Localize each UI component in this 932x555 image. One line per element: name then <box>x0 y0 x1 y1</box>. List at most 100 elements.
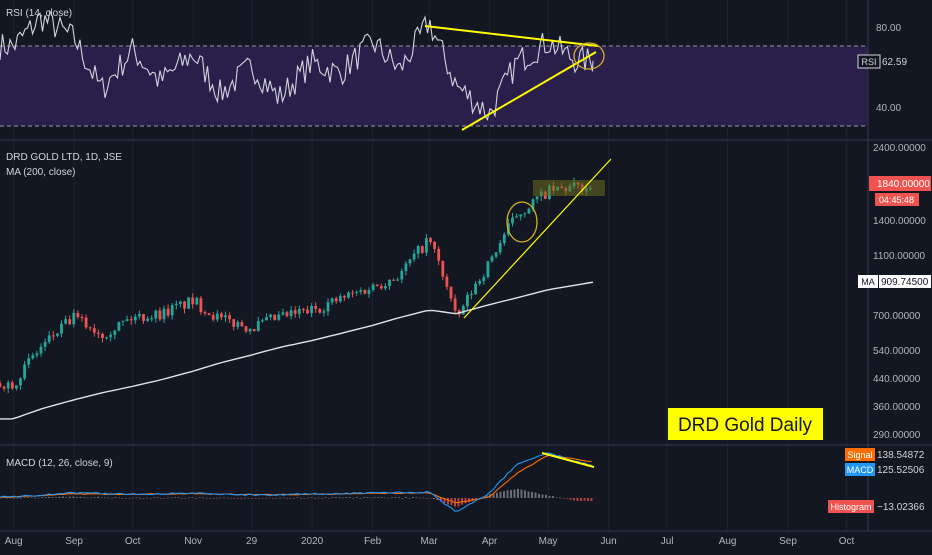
histogram-bar-154 <box>538 493 540 498</box>
histogram-bar-72 <box>251 498 253 499</box>
histogram-bar-84 <box>293 497 295 499</box>
candle-body-9 <box>35 353 39 356</box>
histogram-bar-69 <box>240 498 243 499</box>
candle-body-101 <box>412 253 416 260</box>
candle-body-48 <box>195 298 199 305</box>
histogram-bar-3 <box>9 497 12 499</box>
histogram-bar-66 <box>230 498 232 499</box>
candle-body-84 <box>343 296 346 298</box>
histogram-bar-86 <box>300 498 302 499</box>
price-tick-1100: 1100.00000 <box>873 251 926 262</box>
candle-body-92 <box>375 284 379 286</box>
histogram-bar-116 <box>405 497 407 498</box>
candle-body-122 <box>498 243 502 253</box>
histogram-bar-57 <box>198 497 201 499</box>
candle-body-75 <box>306 309 309 314</box>
histogram-bar-44 <box>153 497 155 499</box>
histogram-bar-167 <box>583 498 586 501</box>
macd-badge-label: MACD <box>847 465 874 475</box>
histogram-bar-159 <box>555 497 558 498</box>
signal-badge-label-box <box>845 448 875 461</box>
histogram-bar-145 <box>506 490 509 498</box>
breakout-highlight-circle <box>506 201 538 243</box>
price-tick-700: 700.00000 <box>873 311 921 322</box>
histogram-bar-53 <box>184 498 187 499</box>
histogram-bar-24 <box>83 497 85 498</box>
histogram-bar-55 <box>191 497 194 498</box>
histogram-bar-144 <box>503 491 505 498</box>
histogram-bar-68 <box>237 498 239 499</box>
histogram-bar-93 <box>324 497 327 498</box>
histogram-bar-70 <box>244 497 246 499</box>
candle-body-130 <box>531 199 535 209</box>
candle-body-52 <box>211 315 215 320</box>
histogram-badge-label: Histogram <box>830 502 871 512</box>
candle-body-54 <box>220 313 223 318</box>
rsi-resistance-trendline <box>424 25 599 47</box>
histogram-bar-115 <box>401 498 404 499</box>
candle-body-12 <box>47 335 51 342</box>
candle-body-97 <box>396 279 400 281</box>
histogram-bar-13 <box>44 497 47 498</box>
candle-body-71 <box>289 310 293 317</box>
candle-body-4 <box>15 385 18 389</box>
candle-body-125 <box>511 217 514 224</box>
histogram-bar-16 <box>55 497 57 498</box>
candle-body-86 <box>351 292 354 294</box>
candle-body-106 <box>433 242 436 249</box>
rsi-badge-value: 62.59 <box>882 57 907 68</box>
time-label-11: Jul <box>661 536 674 547</box>
histogram-bar-18 <box>62 496 64 498</box>
histogram-bar-100 <box>349 497 351 498</box>
histogram-bar-124 <box>433 498 435 499</box>
histogram-bar-36 <box>125 498 127 499</box>
histogram-bar-87 <box>303 498 306 499</box>
candle-body-24 <box>97 332 100 334</box>
histogram-bar-119 <box>415 497 418 498</box>
histogram-bar-4 <box>13 498 15 499</box>
candle-body-37 <box>150 318 154 320</box>
candle-body-14 <box>56 333 59 336</box>
histogram-bar-165 <box>576 498 579 501</box>
histogram-bar-83 <box>289 498 292 499</box>
candle-body-99 <box>404 263 408 271</box>
histogram-bar-90 <box>314 498 316 499</box>
histogram-bar-143 <box>499 491 502 498</box>
candle-body-56 <box>228 315 231 320</box>
time-axis[interactable]: Aug Sep Oct Nov 29 2020 Feb Mar Apr May Jun Jul Aug S… <box>5 536 855 547</box>
histogram-bar-85 <box>296 497 299 498</box>
candle-body-1 <box>2 386 6 389</box>
time-label-10: Jun <box>601 536 617 547</box>
histogram-bar-127 <box>443 498 446 503</box>
rsi-label: RSI (14, close) <box>6 8 72 19</box>
histogram-bar-75 <box>261 497 264 499</box>
candle-body-65 <box>265 317 268 321</box>
candle-body-110 <box>449 286 453 299</box>
histogram-bar-99 <box>345 497 348 498</box>
histogram-bar-45 <box>156 497 159 498</box>
candle-body-69 <box>281 312 285 315</box>
candle-body-105 <box>429 238 432 242</box>
candle-body-57 <box>232 319 236 327</box>
countdown-badge <box>875 193 919 206</box>
candle-body-117 <box>478 281 482 284</box>
histogram-bar-77 <box>268 497 271 499</box>
candle-body-18 <box>72 312 76 325</box>
histogram-bar-30 <box>104 497 106 499</box>
histogram-bar-141 <box>492 493 495 498</box>
candle-body-53 <box>215 313 219 320</box>
time-label-6: Feb <box>364 536 382 547</box>
price-scale[interactable]: 80.00 40.00 2400.00000 1400.00000 1100.0… <box>873 23 926 441</box>
candle-body-17 <box>68 319 72 325</box>
histogram-bar-21 <box>72 496 75 498</box>
candle-body-100 <box>408 259 412 264</box>
histogram-bar-109 <box>380 497 383 498</box>
macd-label: MACD (12, 26, close, 9) <box>6 458 113 469</box>
histogram-bar-126 <box>440 498 442 502</box>
candle-body-113 <box>461 306 465 315</box>
candle-body-96 <box>392 279 395 281</box>
histogram-bar-108 <box>377 497 379 498</box>
candle-body-35 <box>142 314 145 321</box>
